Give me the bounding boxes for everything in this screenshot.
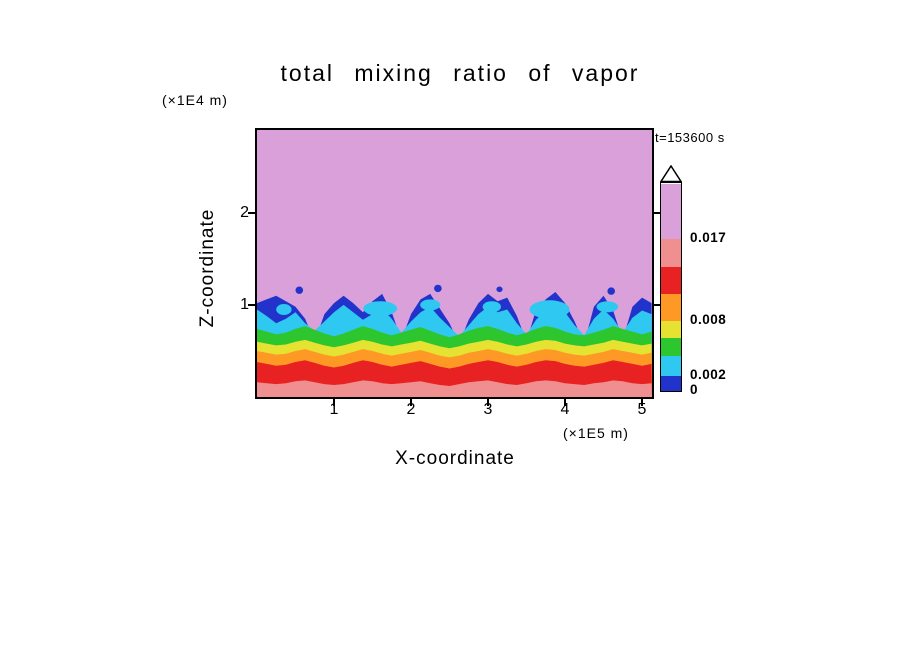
x-tick-label: 3 (483, 401, 493, 418)
x-tick (640, 399, 643, 406)
colorbar-segment-cyan (661, 356, 681, 376)
x-tick (563, 399, 566, 406)
x-tick (332, 399, 335, 406)
x-axis-label: X-coordinate (395, 448, 515, 469)
y-axis-label: Z-coordinate (197, 208, 218, 328)
y-tick-right (654, 303, 661, 306)
blob-cyan (596, 301, 619, 313)
colorbar-segment-yellow (661, 321, 681, 338)
colorbar-segment-navy (661, 376, 681, 391)
colorbar-segment-orange (661, 294, 681, 321)
contour-field (257, 130, 652, 397)
y-tick (248, 211, 255, 214)
x-tick-label: 1 (329, 401, 339, 418)
band-salmon (257, 380, 652, 397)
plot-area: 1 2 3 4 5 1 2 (240, 128, 661, 418)
x-tick (486, 399, 489, 406)
y-tick-label: 2 (240, 203, 249, 221)
blob-cyan (482, 301, 501, 313)
colorbar-label: 0.008 (690, 312, 727, 327)
x-tick-label: 5 (637, 401, 647, 418)
blob-navy (607, 287, 615, 295)
colorbar-segment-red (661, 267, 681, 294)
y-axis-unit: (×1E4 m) (162, 92, 228, 108)
x-tick-label: 2 (406, 401, 416, 418)
blob-cyan (529, 300, 570, 319)
y-tick-right (654, 211, 661, 214)
colorbar-label: 0 (690, 382, 699, 397)
blob-cyan (363, 301, 398, 316)
chart-title: total mixing ratio of vapor (280, 60, 640, 86)
colorbar-label: 0.017 (690, 230, 727, 245)
colorbar-segment-plum (661, 184, 681, 239)
blob-navy (496, 286, 503, 293)
blob-navy (295, 286, 304, 294)
colorbar-arrow-icon (660, 165, 682, 182)
colorbar-bar (660, 182, 682, 392)
x-tick (409, 399, 412, 406)
blob-cyan (420, 299, 441, 311)
colorbar-segment-green (661, 338, 681, 356)
colorbar: 0 0.002 0.008 0.017 (660, 165, 770, 397)
x-tick-label: 4 (560, 401, 570, 418)
x-axis-unit: (×1E5 m) (563, 425, 629, 441)
colorbar-segment-salmon (661, 239, 681, 267)
blob-cyan (276, 304, 292, 315)
time-label: t=153600 s (655, 130, 725, 145)
y-tick (248, 303, 255, 306)
y-tick-label: 1 (240, 295, 249, 313)
blob-navy (434, 284, 442, 293)
colorbar-label: 0.002 (690, 367, 727, 382)
